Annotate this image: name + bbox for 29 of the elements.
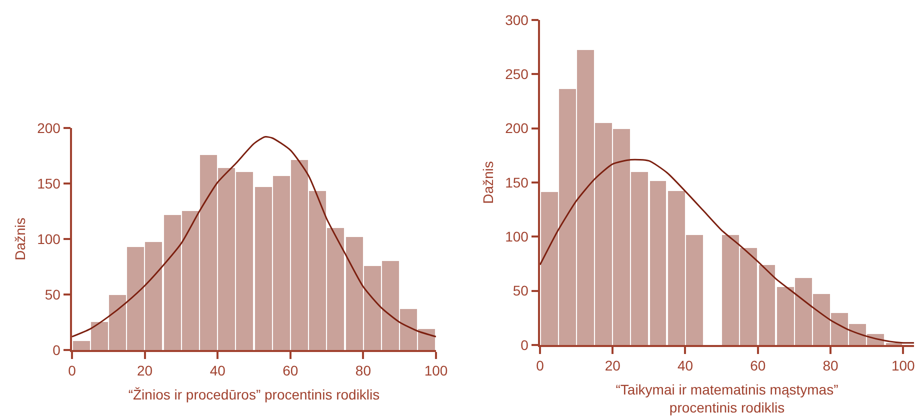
- x-tick-label: 0: [536, 358, 544, 374]
- x-tick-label: 60: [750, 358, 766, 374]
- y-axis-title: Dažnis: [480, 161, 496, 204]
- y-tick-label: 50: [512, 282, 529, 299]
- x-tick-label: 100: [891, 358, 916, 374]
- x-tick-label: 40: [210, 362, 226, 379]
- y-tick-label: 200: [505, 120, 529, 136]
- x-tick-label: 80: [355, 362, 372, 379]
- x-tick-label: 20: [137, 362, 153, 379]
- y-tick-label: 150: [37, 175, 61, 192]
- y-tick-label: 300: [505, 12, 529, 28]
- x-axis-title: “Taikymai ir matematinis mąstymas” procentinis rodiklis: [616, 381, 839, 416]
- y-tick-label: 100: [505, 228, 529, 245]
- x-tick-label: 100: [424, 362, 448, 379]
- y-axis-title: Dažnis: [12, 218, 28, 260]
- y-tick-label: 200: [37, 120, 61, 136]
- y-tick-label: 100: [37, 230, 61, 247]
- y-tick-label: 150: [505, 174, 529, 190]
- line-series: [540, 158, 914, 344]
- x-tick-label: 0: [68, 362, 76, 379]
- x-axis-title: “Žinios ir procedūros” procentinis rodiklis: [128, 386, 380, 402]
- y-tick-label: 50: [44, 286, 61, 302]
- x-tick-label: 40: [677, 358, 694, 374]
- y-tick-label: 0: [520, 336, 529, 353]
- y-tick-label: 250: [505, 66, 529, 82]
- x-tick-label: 20: [604, 358, 621, 374]
- x-tick-label: 80: [822, 358, 838, 374]
- y-tick-label: 0: [52, 342, 61, 358]
- x-tick-label: 60: [282, 362, 298, 379]
